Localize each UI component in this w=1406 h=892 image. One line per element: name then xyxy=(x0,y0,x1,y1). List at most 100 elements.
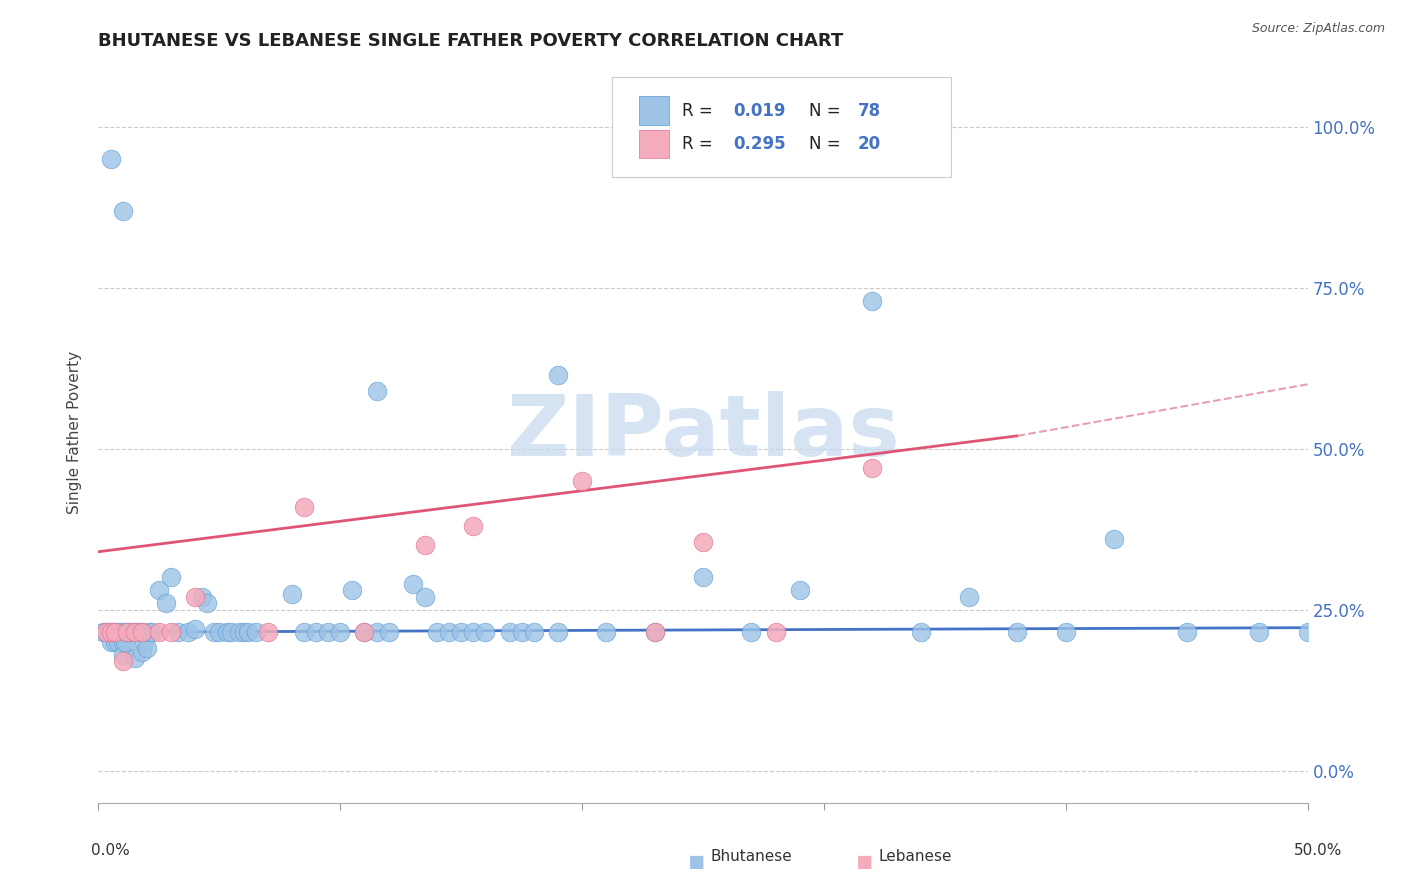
Point xyxy=(437,625,460,640)
Point xyxy=(131,625,153,640)
Point xyxy=(1007,625,1029,640)
Text: 50.0%: 50.0% xyxy=(1295,843,1343,858)
Point xyxy=(1054,625,1077,640)
Text: N =: N = xyxy=(810,102,846,120)
Point xyxy=(1175,625,1198,640)
Point xyxy=(91,625,114,640)
Point xyxy=(692,570,714,584)
Point xyxy=(111,635,134,649)
Point xyxy=(104,635,127,649)
Point xyxy=(1296,625,1319,640)
Point xyxy=(141,625,163,640)
Text: BHUTANESE VS LEBANESE SINGLE FATHER POVERTY CORRELATION CHART: BHUTANESE VS LEBANESE SINGLE FATHER POVE… xyxy=(98,32,844,50)
Point xyxy=(94,625,117,640)
Point xyxy=(329,625,352,640)
Text: ■: ■ xyxy=(689,852,703,871)
Y-axis label: Single Father Poverty: Single Father Poverty xyxy=(67,351,83,514)
Point xyxy=(523,625,546,640)
Point xyxy=(232,625,254,640)
Point xyxy=(463,519,485,533)
Point xyxy=(644,625,666,640)
Point xyxy=(498,625,520,640)
Point xyxy=(111,648,134,662)
Point xyxy=(160,625,183,640)
Text: 0.019: 0.019 xyxy=(734,102,786,120)
FancyBboxPatch shape xyxy=(638,96,669,125)
Point xyxy=(195,596,218,610)
Point xyxy=(135,641,157,656)
Point xyxy=(111,654,134,668)
Point xyxy=(97,625,120,640)
Point xyxy=(104,625,127,640)
Point xyxy=(111,203,134,218)
Text: Source: ZipAtlas.com: Source: ZipAtlas.com xyxy=(1251,22,1385,36)
Text: 20: 20 xyxy=(858,135,882,153)
Point xyxy=(402,577,425,591)
FancyBboxPatch shape xyxy=(638,130,669,158)
Point xyxy=(957,590,980,604)
Point xyxy=(100,625,122,640)
Point xyxy=(124,625,146,640)
Point xyxy=(571,474,593,488)
Point xyxy=(134,635,156,649)
Text: N =: N = xyxy=(810,135,846,153)
Point xyxy=(366,384,388,398)
Text: 78: 78 xyxy=(858,102,882,120)
Point xyxy=(316,625,339,640)
Point xyxy=(138,625,160,640)
Point xyxy=(124,625,146,640)
Point xyxy=(281,586,304,600)
Point xyxy=(238,625,260,640)
Text: R =: R = xyxy=(682,135,718,153)
Text: ■: ■ xyxy=(858,852,872,871)
Point xyxy=(160,570,183,584)
Text: R =: R = xyxy=(682,102,718,120)
Point xyxy=(366,625,388,640)
Point xyxy=(117,625,139,640)
Point xyxy=(117,625,139,640)
Point xyxy=(184,590,207,604)
Point xyxy=(595,625,617,640)
Point xyxy=(228,625,250,640)
Point xyxy=(215,625,238,640)
Text: Bhutanese: Bhutanese xyxy=(710,849,792,864)
Point xyxy=(148,583,170,598)
Point xyxy=(131,644,153,658)
Point xyxy=(177,625,200,640)
Point xyxy=(765,625,787,640)
Point xyxy=(1249,625,1271,640)
Point xyxy=(114,635,136,649)
Point xyxy=(510,625,533,640)
Point xyxy=(107,625,129,640)
Point xyxy=(463,625,485,640)
Point xyxy=(1102,532,1125,546)
Point xyxy=(305,625,328,640)
Point xyxy=(148,625,170,640)
Point xyxy=(547,625,569,640)
Point xyxy=(353,625,375,640)
Point xyxy=(204,625,226,640)
Point xyxy=(740,625,762,640)
Point xyxy=(353,625,375,640)
Point xyxy=(131,625,153,640)
Point xyxy=(100,635,122,649)
Point xyxy=(377,625,399,640)
Point xyxy=(208,625,231,640)
Point xyxy=(860,293,883,308)
Point xyxy=(692,535,714,549)
Point xyxy=(245,625,267,640)
Point xyxy=(127,625,149,640)
Point xyxy=(413,590,436,604)
Point xyxy=(644,625,666,640)
Point xyxy=(155,596,177,610)
Point xyxy=(426,625,449,640)
Point xyxy=(101,625,124,640)
Point xyxy=(184,622,207,636)
Point xyxy=(118,625,141,640)
Point xyxy=(221,625,243,640)
Point xyxy=(292,625,315,640)
Point xyxy=(256,625,278,640)
Point xyxy=(910,625,932,640)
Text: Lebanese: Lebanese xyxy=(879,849,952,864)
Point xyxy=(191,590,214,604)
